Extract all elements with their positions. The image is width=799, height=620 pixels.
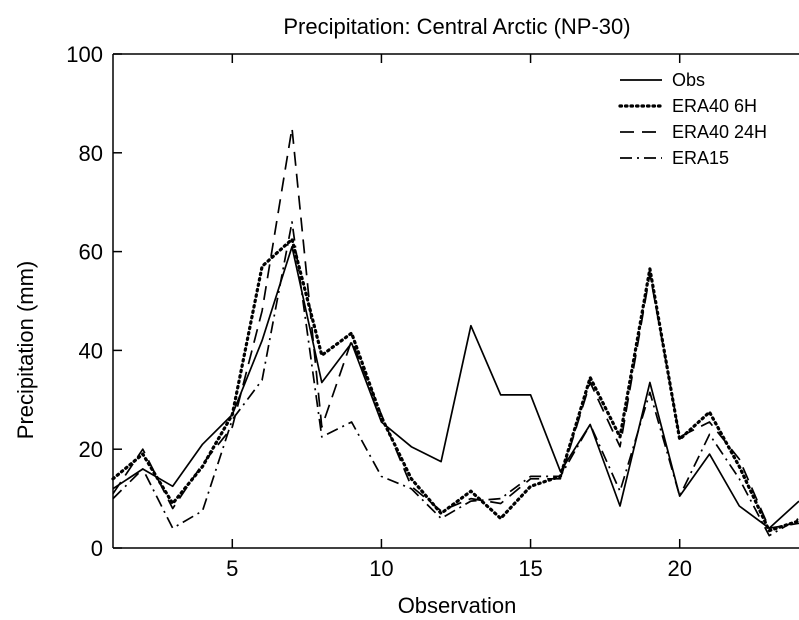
series-line-era40-24h xyxy=(112,127,799,530)
plot-frame xyxy=(112,53,799,549)
chart-title: Precipitation: Central Arctic (NP-30) xyxy=(283,14,630,39)
y-tick-label: 20 xyxy=(79,437,103,462)
series-line-era15 xyxy=(112,221,799,537)
y-tick-label: 0 xyxy=(91,536,103,561)
x-tick-label: 10 xyxy=(369,556,393,581)
legend-label: Obs xyxy=(672,70,705,90)
legend-label: ERA15 xyxy=(672,148,729,168)
series-line-obs xyxy=(112,245,799,530)
y-tick-label: 100 xyxy=(66,42,103,67)
legend: Obs ERA40 6H ERA40 24H ERA15 xyxy=(618,70,767,168)
y-axis-title: Precipitation (mm) xyxy=(13,261,38,439)
x-axis-title: Observation xyxy=(398,593,517,618)
y-tick-label: 60 xyxy=(79,240,103,265)
x-tick-label: 15 xyxy=(518,556,542,581)
x-tick-label: 20 xyxy=(667,556,691,581)
y-tick-label: 80 xyxy=(79,141,103,166)
series-layer xyxy=(111,127,799,537)
legend-label: ERA40 24H xyxy=(672,122,767,142)
y-tick-label: 40 xyxy=(79,338,103,363)
x-tick-label: 5 xyxy=(226,556,238,581)
axis-ticks: 0 20 40 60 80 100 5 10 15 20 xyxy=(66,42,692,581)
series-line-era40-6h xyxy=(111,237,799,533)
legend-label: ERA40 6H xyxy=(672,96,757,116)
